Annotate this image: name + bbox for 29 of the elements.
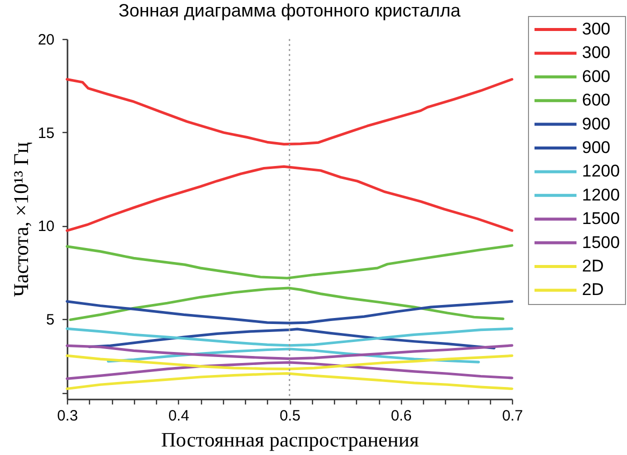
chart-title: Зонная диаграмма фотонного кристалла: [118, 0, 462, 20]
y-tick-label: 5: [46, 311, 54, 328]
line-series: [66, 244, 514, 280]
line-series: [66, 165, 514, 232]
line-series: [69, 286, 504, 322]
y-tick-label: 15: [38, 124, 54, 142]
legend-label: 600: [582, 66, 610, 86]
legend-label: 300: [582, 43, 610, 62]
legend-label: 1500: [582, 209, 620, 228]
x-axis-title: Постоянная распространения: [161, 430, 420, 452]
legend-label: 900: [582, 114, 610, 134]
x-tick-label: 0.5: [280, 408, 300, 424]
legend-label: 900: [582, 138, 610, 157]
y-tick-label: 20: [38, 32, 54, 48]
legend-label: 300: [582, 20, 610, 38]
y-axis-title: Частота, ×10¹³ Гц: [8, 142, 33, 297]
legend-label: 1200: [582, 162, 620, 181]
line-series: [66, 300, 514, 324]
line-series: [66, 78, 514, 146]
legend-label: 2D: [582, 280, 604, 300]
legend-label: 2D: [582, 256, 604, 276]
x-tick-label: 0.6: [390, 408, 412, 424]
x-tick-label: 0.4: [168, 408, 190, 424]
x-tick-label: 0.3: [57, 408, 78, 424]
legend-label: 1200: [582, 185, 620, 204]
y-tick-label: 10: [38, 218, 54, 236]
x-tick-label: 0.7: [502, 408, 523, 424]
legend-label: 600: [582, 90, 610, 110]
legend-label: 1500: [582, 232, 620, 252]
